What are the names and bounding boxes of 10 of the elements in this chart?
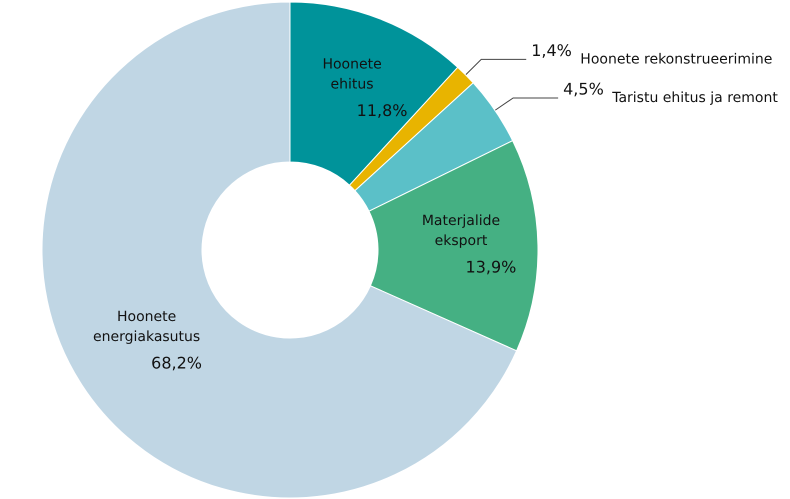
slice-label: Hoonete ehitus: [322, 56, 382, 93]
slice-label: Hoonete rekonstrueerimine: [576, 51, 772, 68]
data-label: 11,8%: [356, 101, 408, 120]
data-label: 4,5%: [563, 79, 604, 98]
data-label: 68,2%: [151, 354, 202, 373]
data-label: 1,4%: [531, 40, 572, 60]
data-label: 13,9%: [466, 257, 516, 276]
slice-label: Materjalide eksport: [422, 212, 500, 249]
slice-label: Taristu ehitus ja remont: [608, 90, 778, 106]
slice-label: Hoonete energiakasutus: [92, 309, 200, 346]
